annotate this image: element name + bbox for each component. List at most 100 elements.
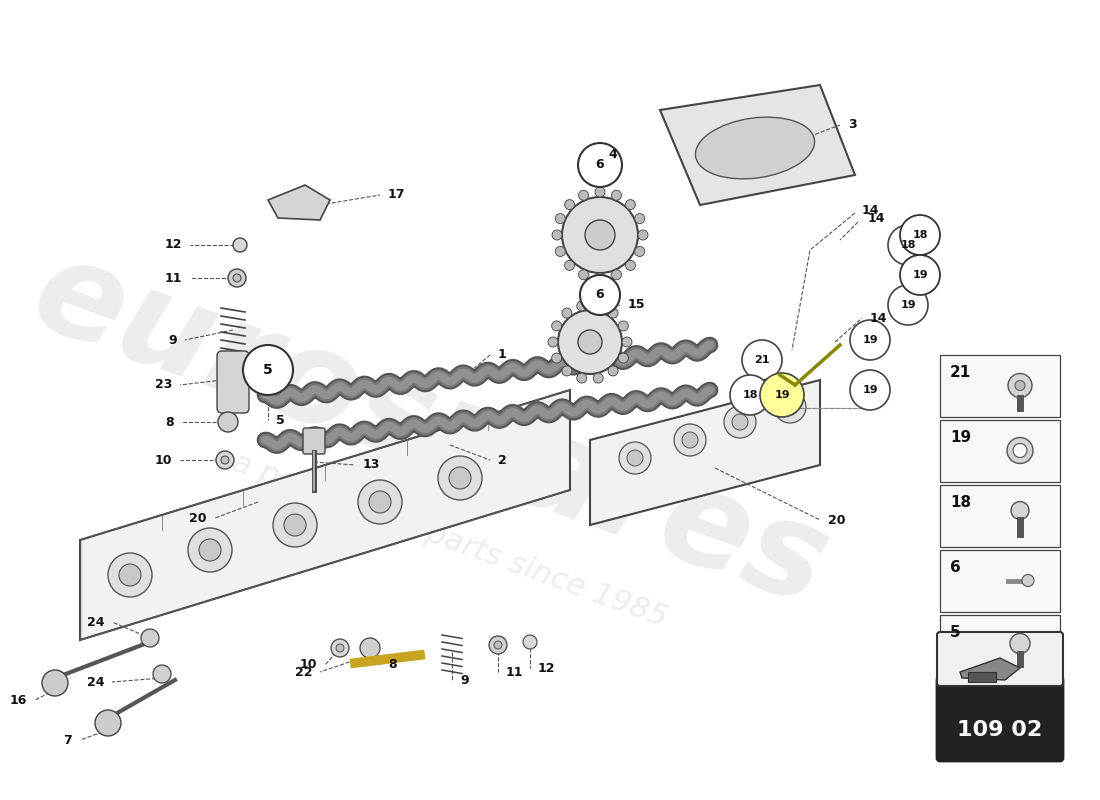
Circle shape bbox=[228, 269, 246, 287]
Text: 19: 19 bbox=[950, 430, 971, 445]
Circle shape bbox=[336, 644, 344, 652]
Text: 21: 21 bbox=[950, 365, 971, 380]
Circle shape bbox=[1022, 574, 1034, 586]
Circle shape bbox=[732, 414, 748, 430]
Circle shape bbox=[552, 353, 562, 363]
Text: 24: 24 bbox=[87, 615, 104, 629]
Circle shape bbox=[548, 337, 558, 347]
Circle shape bbox=[216, 451, 234, 469]
Circle shape bbox=[218, 412, 238, 432]
Circle shape bbox=[1011, 502, 1028, 519]
Circle shape bbox=[556, 214, 565, 223]
Circle shape bbox=[682, 432, 698, 448]
Circle shape bbox=[558, 310, 622, 374]
Circle shape bbox=[449, 467, 471, 489]
Text: 109 02: 109 02 bbox=[957, 720, 1043, 740]
Text: 21: 21 bbox=[755, 355, 770, 365]
Text: 24: 24 bbox=[87, 675, 104, 689]
FancyBboxPatch shape bbox=[940, 485, 1060, 547]
Text: 7: 7 bbox=[64, 734, 72, 746]
Circle shape bbox=[1008, 374, 1032, 398]
Text: 18: 18 bbox=[912, 230, 927, 240]
Text: 9: 9 bbox=[460, 674, 469, 686]
Circle shape bbox=[562, 366, 572, 376]
Circle shape bbox=[578, 330, 602, 354]
Circle shape bbox=[576, 301, 586, 311]
Circle shape bbox=[595, 187, 605, 197]
Text: 11: 11 bbox=[165, 271, 182, 285]
FancyBboxPatch shape bbox=[937, 677, 1063, 761]
Circle shape bbox=[782, 399, 797, 415]
Text: a passion for parts since 1985: a passion for parts since 1985 bbox=[229, 447, 672, 633]
Circle shape bbox=[595, 273, 605, 283]
Circle shape bbox=[233, 238, 248, 252]
Circle shape bbox=[1010, 634, 1030, 654]
Circle shape bbox=[608, 308, 618, 318]
Circle shape bbox=[850, 370, 890, 410]
Text: 5: 5 bbox=[263, 363, 273, 377]
Text: 18: 18 bbox=[742, 390, 758, 400]
Circle shape bbox=[490, 636, 507, 654]
Circle shape bbox=[638, 230, 648, 240]
FancyBboxPatch shape bbox=[940, 615, 1060, 677]
Text: 15: 15 bbox=[628, 298, 646, 311]
Text: 19: 19 bbox=[774, 390, 790, 400]
Circle shape bbox=[850, 320, 890, 360]
Text: 3: 3 bbox=[848, 118, 857, 131]
FancyBboxPatch shape bbox=[940, 355, 1060, 417]
Circle shape bbox=[522, 635, 537, 649]
Text: 14: 14 bbox=[870, 311, 888, 325]
Circle shape bbox=[621, 337, 632, 347]
Circle shape bbox=[188, 528, 232, 572]
Circle shape bbox=[331, 639, 349, 657]
Circle shape bbox=[612, 190, 621, 200]
Polygon shape bbox=[590, 380, 820, 525]
Text: 10: 10 bbox=[299, 658, 317, 671]
Circle shape bbox=[1006, 438, 1033, 463]
Text: 14: 14 bbox=[862, 203, 880, 217]
Text: 22: 22 bbox=[295, 666, 312, 678]
Text: 16: 16 bbox=[10, 694, 28, 706]
Circle shape bbox=[626, 261, 636, 270]
Circle shape bbox=[552, 230, 562, 240]
Circle shape bbox=[284, 514, 306, 536]
Circle shape bbox=[1013, 443, 1027, 458]
Circle shape bbox=[626, 199, 636, 210]
Circle shape bbox=[593, 373, 603, 383]
Polygon shape bbox=[80, 390, 570, 640]
Circle shape bbox=[556, 246, 565, 257]
Text: 19: 19 bbox=[912, 270, 927, 280]
Circle shape bbox=[119, 564, 141, 586]
Text: 8: 8 bbox=[165, 415, 174, 429]
Text: 6: 6 bbox=[596, 289, 604, 302]
Circle shape bbox=[42, 670, 68, 696]
Text: 2: 2 bbox=[498, 454, 507, 466]
Circle shape bbox=[618, 321, 628, 331]
Circle shape bbox=[552, 321, 562, 331]
Circle shape bbox=[564, 199, 574, 210]
Text: 23: 23 bbox=[155, 378, 172, 391]
Circle shape bbox=[627, 450, 644, 466]
Text: 17: 17 bbox=[388, 189, 406, 202]
Circle shape bbox=[608, 366, 618, 376]
Text: 6: 6 bbox=[596, 158, 604, 171]
Circle shape bbox=[579, 190, 588, 200]
FancyBboxPatch shape bbox=[302, 428, 324, 454]
Polygon shape bbox=[268, 185, 330, 220]
Circle shape bbox=[579, 270, 588, 280]
Circle shape bbox=[576, 373, 586, 383]
Circle shape bbox=[619, 442, 651, 474]
Text: 4: 4 bbox=[608, 149, 617, 162]
Circle shape bbox=[612, 270, 621, 280]
Text: 19: 19 bbox=[862, 335, 878, 345]
Text: 1: 1 bbox=[498, 349, 507, 362]
Circle shape bbox=[564, 261, 574, 270]
Circle shape bbox=[674, 424, 706, 456]
Text: 5: 5 bbox=[950, 625, 960, 640]
Circle shape bbox=[585, 220, 615, 250]
Circle shape bbox=[438, 456, 482, 500]
Circle shape bbox=[273, 503, 317, 547]
Circle shape bbox=[578, 143, 621, 187]
Circle shape bbox=[562, 197, 638, 273]
Text: 19: 19 bbox=[862, 385, 878, 395]
